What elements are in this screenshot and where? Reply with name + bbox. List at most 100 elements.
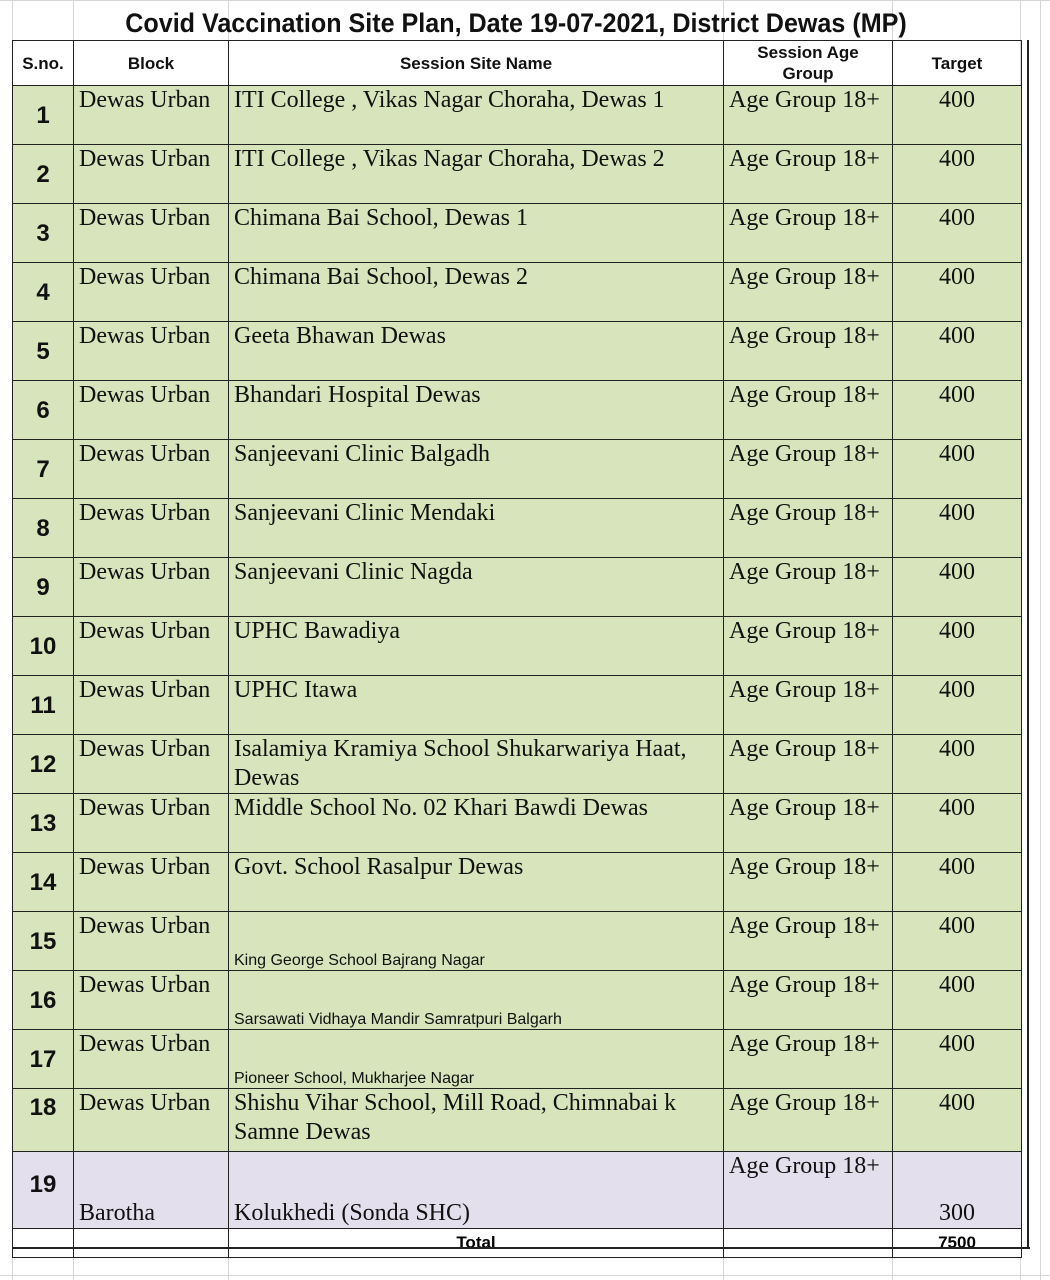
cell-sno[interactable]: 3 [12,203,74,263]
total-label[interactable]: Total [228,1228,724,1258]
cell-sno[interactable]: 9 [12,557,74,617]
header-block[interactable]: Block [73,40,229,86]
cell-sno[interactable]: 12 [12,734,74,794]
cell-site-name[interactable]: Sanjeevani Clinic Mendaki [228,498,724,558]
cell-site-name[interactable]: Pioneer School, Mukharjee Nagar [228,1029,724,1089]
cell-age-group[interactable]: Age Group 18+ [723,85,893,145]
cell-block[interactable]: Dewas Urban [73,1029,229,1089]
cell-site-name[interactable]: Shishu Vihar School, Mill Road, Chimnaba… [228,1088,724,1152]
cell-sno[interactable]: 11 [12,675,74,735]
cell-target[interactable]: 400 [892,85,1022,145]
cell-target[interactable]: 400 [892,557,1022,617]
cell-target[interactable]: 400 [892,675,1022,735]
cell-target[interactable]: 400 [892,970,1022,1030]
cell-block[interactable]: Dewas Urban [73,144,229,204]
cell-target[interactable]: 400 [892,911,1022,971]
cell-age-group[interactable]: Age Group 18+ [723,1151,893,1229]
cell-sno[interactable]: 19 [12,1151,74,1229]
cell-block[interactable]: Dewas Urban [73,321,229,381]
cell-target[interactable]: 400 [892,380,1022,440]
cell-sno[interactable]: 4 [12,262,74,322]
cell-sno[interactable]: 18 [12,1088,74,1152]
cell-age-group[interactable]: Age Group 18+ [723,262,893,322]
cell-age-group[interactable]: Age Group 18+ [723,793,893,853]
cell-sno[interactable]: 8 [12,498,74,558]
cell-sno[interactable]: 1 [12,85,74,145]
cell-site-name[interactable]: Isalamiya Kramiya School Shukarwariya Ha… [228,734,724,794]
cell-block[interactable]: Dewas Urban [73,1088,229,1152]
total-empty-cell[interactable] [723,1228,893,1258]
cell-site-name[interactable]: ITI College , Vikas Nagar Choraha, Dewas… [228,144,724,204]
cell-target[interactable]: 300 [892,1151,1022,1229]
cell-sno[interactable]: 10 [12,616,74,676]
cell-block[interactable]: Dewas Urban [73,85,229,145]
cell-target[interactable]: 400 [892,321,1022,381]
cell-block[interactable]: Dewas Urban [73,262,229,322]
cell-target[interactable]: 400 [892,144,1022,204]
cell-block[interactable]: Dewas Urban [73,498,229,558]
cell-target[interactable]: 400 [892,734,1022,794]
cell-age-group[interactable]: Age Group 18+ [723,852,893,912]
cell-sno[interactable]: 5 [12,321,74,381]
cell-target[interactable]: 400 [892,1088,1022,1152]
cell-site-name[interactable]: Kolukhedi (Sonda SHC) [228,1151,724,1229]
cell-sno[interactable]: 15 [12,911,74,971]
cell-sno[interactable]: 16 [12,970,74,1030]
cell-site-name[interactable]: UPHC Itawa [228,675,724,735]
cell-sno[interactable]: 17 [12,1029,74,1089]
cell-block[interactable]: Dewas Urban [73,203,229,263]
cell-sno[interactable]: 14 [12,852,74,912]
cell-block[interactable]: Dewas Urban [73,380,229,440]
cell-site-name[interactable]: Middle School No. 02 Khari Bawdi Dewas [228,793,724,853]
cell-block[interactable]: Dewas Urban [73,852,229,912]
cell-site-name[interactable]: Govt. School Rasalpur Dewas [228,852,724,912]
cell-target[interactable]: 400 [892,1029,1022,1089]
cell-sno[interactable]: 7 [12,439,74,499]
cell-target[interactable]: 400 [892,498,1022,558]
cell-sno[interactable]: 6 [12,380,74,440]
header-target[interactable]: Target [892,40,1022,86]
cell-target[interactable]: 400 [892,439,1022,499]
cell-age-group[interactable]: Age Group 18+ [723,1029,893,1089]
header-site-name[interactable]: Session Site Name [228,40,724,86]
total-empty-cell[interactable] [73,1228,229,1258]
total-empty-cell[interactable] [12,1228,74,1258]
cell-target[interactable]: 400 [892,616,1022,676]
cell-block[interactable]: Dewas Urban [73,911,229,971]
cell-block[interactable]: Dewas Urban [73,616,229,676]
cell-age-group[interactable]: Age Group 18+ [723,675,893,735]
cell-block[interactable]: Dewas Urban [73,970,229,1030]
cell-age-group[interactable]: Age Group 18+ [723,321,893,381]
cell-age-group[interactable]: Age Group 18+ [723,616,893,676]
cell-site-name[interactable]: Bhandari Hospital Dewas [228,380,724,440]
cell-site-name[interactable]: Sanjeevani Clinic Nagda [228,557,724,617]
header-age-group[interactable]: Session Age Group [723,40,893,86]
cell-target[interactable]: 400 [892,203,1022,263]
cell-block[interactable]: Dewas Urban [73,439,229,499]
cell-age-group[interactable]: Age Group 18+ [723,498,893,558]
cell-sno[interactable]: 13 [12,793,74,853]
cell-block[interactable]: Dewas Urban [73,675,229,735]
cell-site-name[interactable]: Geeta Bhawan Dewas [228,321,724,381]
cell-age-group[interactable]: Age Group 18+ [723,911,893,971]
cell-block[interactable]: Dewas Urban [73,557,229,617]
cell-target[interactable]: 400 [892,793,1022,853]
cell-age-group[interactable]: Age Group 18+ [723,144,893,204]
cell-age-group[interactable]: Age Group 18+ [723,439,893,499]
cell-target[interactable]: 400 [892,262,1022,322]
cell-age-group[interactable]: Age Group 18+ [723,380,893,440]
cell-age-group[interactable]: Age Group 18+ [723,557,893,617]
cell-site-name[interactable]: King George School Bajrang Nagar [228,911,724,971]
header-sno[interactable]: S.no. [12,40,74,86]
total-value[interactable]: 7500 [892,1228,1022,1258]
cell-site-name[interactable]: ITI College , Vikas Nagar Choraha, Dewas… [228,85,724,145]
cell-age-group[interactable]: Age Group 18+ [723,1088,893,1152]
cell-block[interactable]: Dewas Urban [73,793,229,853]
cell-site-name[interactable]: Chimana Bai School, Dewas 2 [228,262,724,322]
cell-block[interactable]: Barotha [73,1151,229,1229]
cell-target[interactable]: 400 [892,852,1022,912]
cell-age-group[interactable]: Age Group 18+ [723,734,893,794]
cell-age-group[interactable]: Age Group 18+ [723,203,893,263]
cell-site-name[interactable]: UPHC Bawadiya [228,616,724,676]
cell-block[interactable]: Dewas Urban [73,734,229,794]
